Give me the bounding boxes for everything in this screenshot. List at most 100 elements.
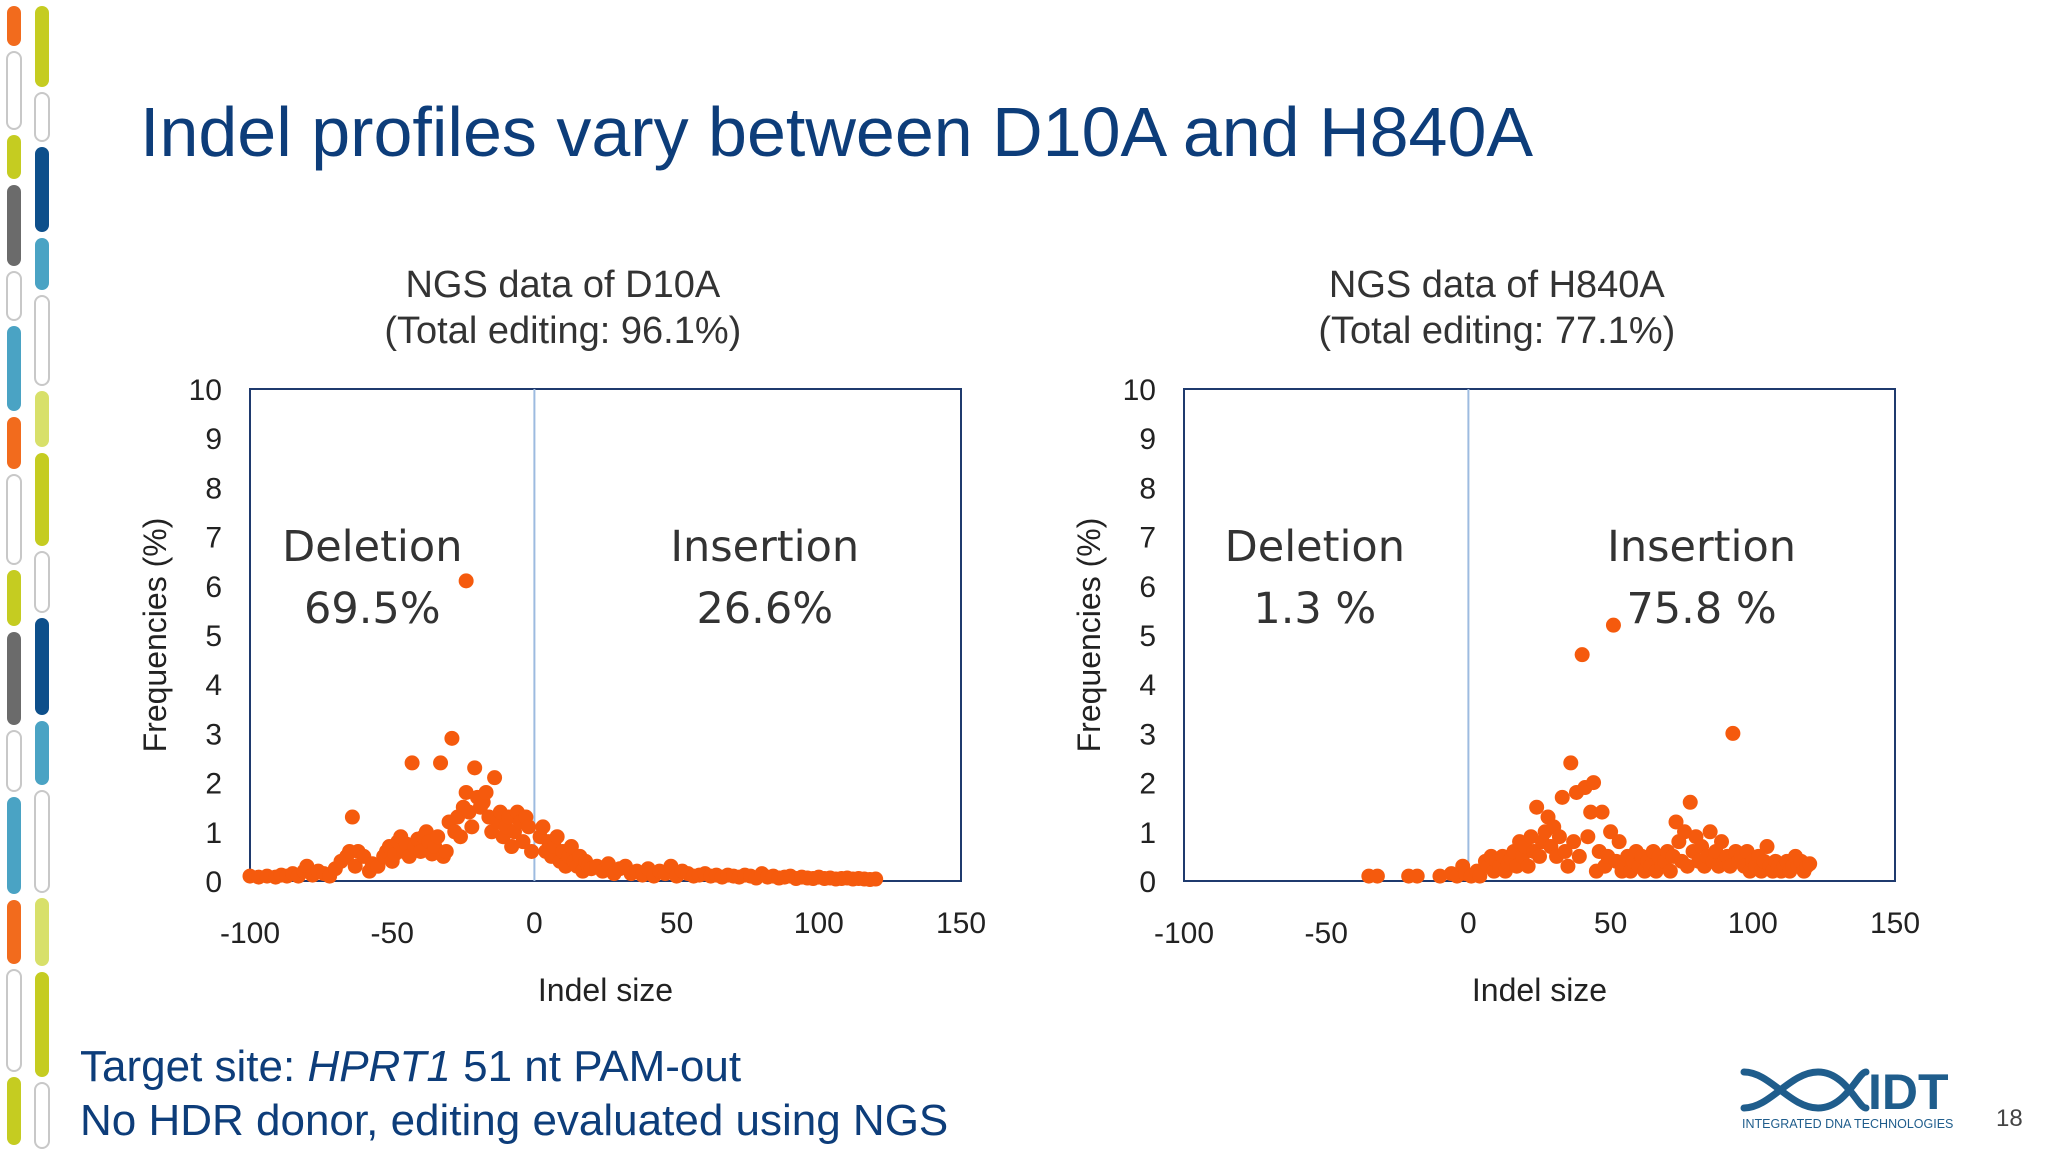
data-point [524,843,540,859]
x-tick-label: 150 [936,907,986,940]
y-tick-label: 2 [205,768,222,801]
x-tick-label: 100 [794,907,844,940]
idt-logo: IDT INTEGRATED DNA TECHNOLOGIES [1740,1064,1953,1131]
footnote-gene: HPRT1 [307,1042,451,1091]
y-tick-label: 0 [1139,866,1156,899]
data-point [1554,789,1570,805]
y-tick-label: 7 [205,522,222,555]
data-point [438,843,454,859]
data-point [1551,829,1567,845]
x-tick-label: 50 [1594,907,1627,940]
data-point [1566,834,1582,850]
data-point [1409,868,1425,884]
footnote: Target site: HPRT1 51 nt PAM-out No HDR … [80,1040,948,1148]
x-tick-label: 50 [660,907,693,940]
region-value: 75.8 % [1626,584,1776,634]
region-label: Insertion [1607,522,1796,572]
data-point [444,730,460,746]
data-point [464,819,480,835]
x-tick-label: 150 [1870,907,1920,940]
data-point [1662,863,1678,879]
data-point [1472,868,1488,884]
data-point [452,829,468,845]
data-point [515,834,531,850]
x-axis-label: Indel size [538,972,673,1008]
data-point [1432,868,1448,884]
y-tick-label: 2 [1139,768,1156,801]
data-point [404,755,420,771]
data-point [467,760,483,776]
region-label: Insertion [670,522,859,572]
data-point [1611,834,1627,850]
region-value: 26.6% [696,584,833,634]
x-tick-label: -100 [220,917,280,950]
data-point [1557,843,1573,859]
data-point [458,784,474,800]
data-point [461,804,477,820]
dna-helix-icon [1740,1068,1870,1112]
data-point [1586,775,1602,791]
y-tick-label: 8 [205,472,222,505]
y-tick-label: 5 [1139,620,1156,653]
y-axis-label: Frequencies (%) [1071,518,1107,753]
data-point [549,829,565,845]
y-tick-label: 7 [1139,522,1156,555]
data-point [1563,755,1579,771]
y-tick-label: 3 [205,718,222,751]
data-point [1583,804,1599,820]
data-point [563,839,579,855]
data-point [1668,814,1684,830]
data-point [1605,617,1621,633]
y-tick-label: 1 [1139,817,1156,850]
y-tick-label: 4 [205,669,222,702]
y-tick-label: 5 [205,620,222,653]
x-axis-label: Indel size [1472,972,1607,1008]
data-point [1520,858,1536,874]
data-point [433,755,449,771]
y-tick-label: 10 [189,374,222,407]
x-tick-label: 0 [526,907,543,940]
data-point [868,871,884,887]
data-point [1682,794,1698,810]
region-value: 69.5% [304,584,441,634]
y-tick-label: 9 [1139,423,1156,456]
x-tick-label: 0 [1460,907,1477,940]
data-point [1725,725,1741,741]
y-tick-label: 6 [205,571,222,604]
y-tick-label: 3 [1139,718,1156,751]
plot-frame [1183,388,1896,882]
x-tick-label: -50 [371,917,414,950]
y-tick-label: 1 [205,817,222,850]
data-point [1369,868,1385,884]
x-tick-label: -50 [1305,917,1348,950]
chart-title-line: NGS data of D10A [405,264,720,306]
y-axis-label: Frequencies (%) [137,518,173,753]
decorative-chromosome-strip [6,6,50,1149]
data-point [487,770,503,786]
page-number: 18 [1996,1105,2023,1132]
data-point [458,573,474,589]
y-tick-label: 6 [1139,571,1156,604]
chart-title-line: (Total editing: 96.1%) [384,310,741,352]
chart-title-line: NGS data of H840A [1329,264,1666,306]
data-point [344,809,360,825]
footnote-prefix: Target site: [80,1042,308,1091]
chart-title-line: (Total editing: 77.1%) [1318,310,1675,352]
data-point [1532,848,1547,864]
data-point [1679,858,1695,874]
footnote-line-1: Target site: HPRT1 51 nt PAM-out [80,1040,948,1094]
data-point [1714,834,1730,850]
data-point [1574,647,1590,663]
data-point [1594,804,1610,820]
data-point [478,784,494,800]
data-point [1560,858,1576,874]
data-point [1759,839,1775,855]
data-point [1580,829,1596,845]
logo-subtext: INTEGRATED DNA TECHNOLOGIES [1742,1117,1953,1131]
footnote-line-2: No HDR donor, editing evaluated using NG… [80,1096,949,1145]
region-label: Deletion [1225,522,1405,572]
data-point [1529,799,1545,815]
footnote-suffix: 51 nt PAM-out [450,1042,742,1091]
data-point [521,819,537,835]
